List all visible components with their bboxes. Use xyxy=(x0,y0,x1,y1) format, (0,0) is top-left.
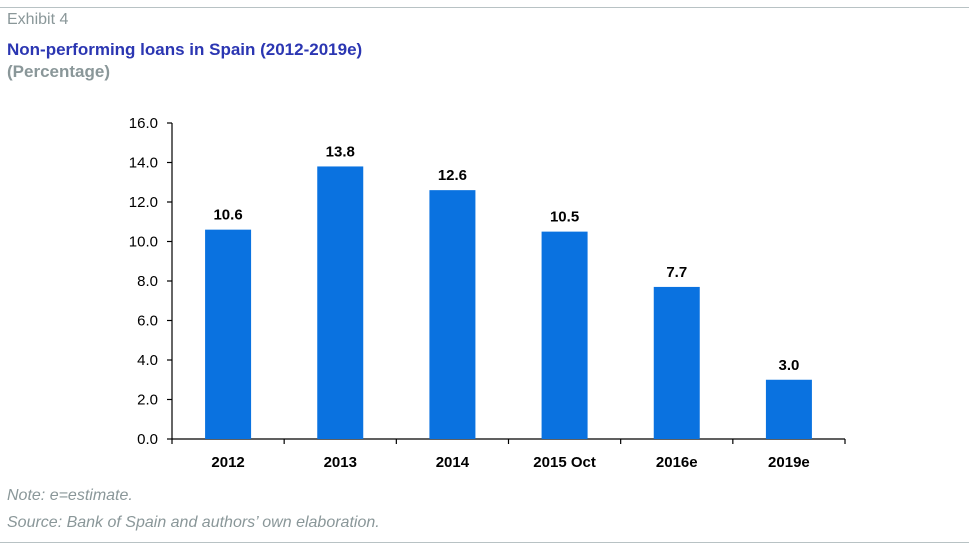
source-text: Source: Bank of Spain and authors’ own e… xyxy=(7,514,380,531)
chart-title: Non-performing loans in Spain (2012-2019… xyxy=(7,40,363,59)
x-tick-label: 2015 Oct xyxy=(533,454,596,471)
data-label: 12.6 xyxy=(438,167,467,184)
data-label: 3.0 xyxy=(778,357,799,374)
data-label: 7.7 xyxy=(666,264,687,281)
bar xyxy=(317,166,364,439)
x-tick-label: 2013 xyxy=(324,454,357,471)
exhibit-label: Exhibit 4 xyxy=(7,11,69,28)
bottom-rule xyxy=(0,542,969,543)
y-tick-label: 4.0 xyxy=(137,352,158,369)
y-tick-label: 2.0 xyxy=(137,392,158,409)
data-label: 10.5 xyxy=(550,209,579,226)
bar xyxy=(429,190,476,439)
x-tick-label: 2019e xyxy=(768,454,810,471)
top-rule xyxy=(0,7,969,8)
y-tick-label: 6.0 xyxy=(137,313,158,330)
bar xyxy=(541,231,588,439)
x-tick-label: 2014 xyxy=(436,454,470,471)
bar xyxy=(205,229,252,439)
y-tick-label: 10.0 xyxy=(129,234,158,251)
x-tick-label: 2012 xyxy=(211,454,244,471)
data-label: 10.6 xyxy=(213,207,242,224)
y-tick-label: 0.0 xyxy=(137,431,158,448)
bar xyxy=(765,379,812,439)
y-tick-label: 12.0 xyxy=(129,194,158,211)
x-tick-label: 2016e xyxy=(656,454,698,471)
note-text: Note: e=estimate. xyxy=(7,487,133,504)
data-label: 13.8 xyxy=(326,143,355,160)
y-tick-label: 8.0 xyxy=(137,273,158,290)
bar xyxy=(653,286,700,439)
y-tick-label: 14.0 xyxy=(129,155,158,172)
chart-subtitle: (Percentage) xyxy=(7,62,110,81)
y-tick-label: 16.0 xyxy=(129,115,158,132)
